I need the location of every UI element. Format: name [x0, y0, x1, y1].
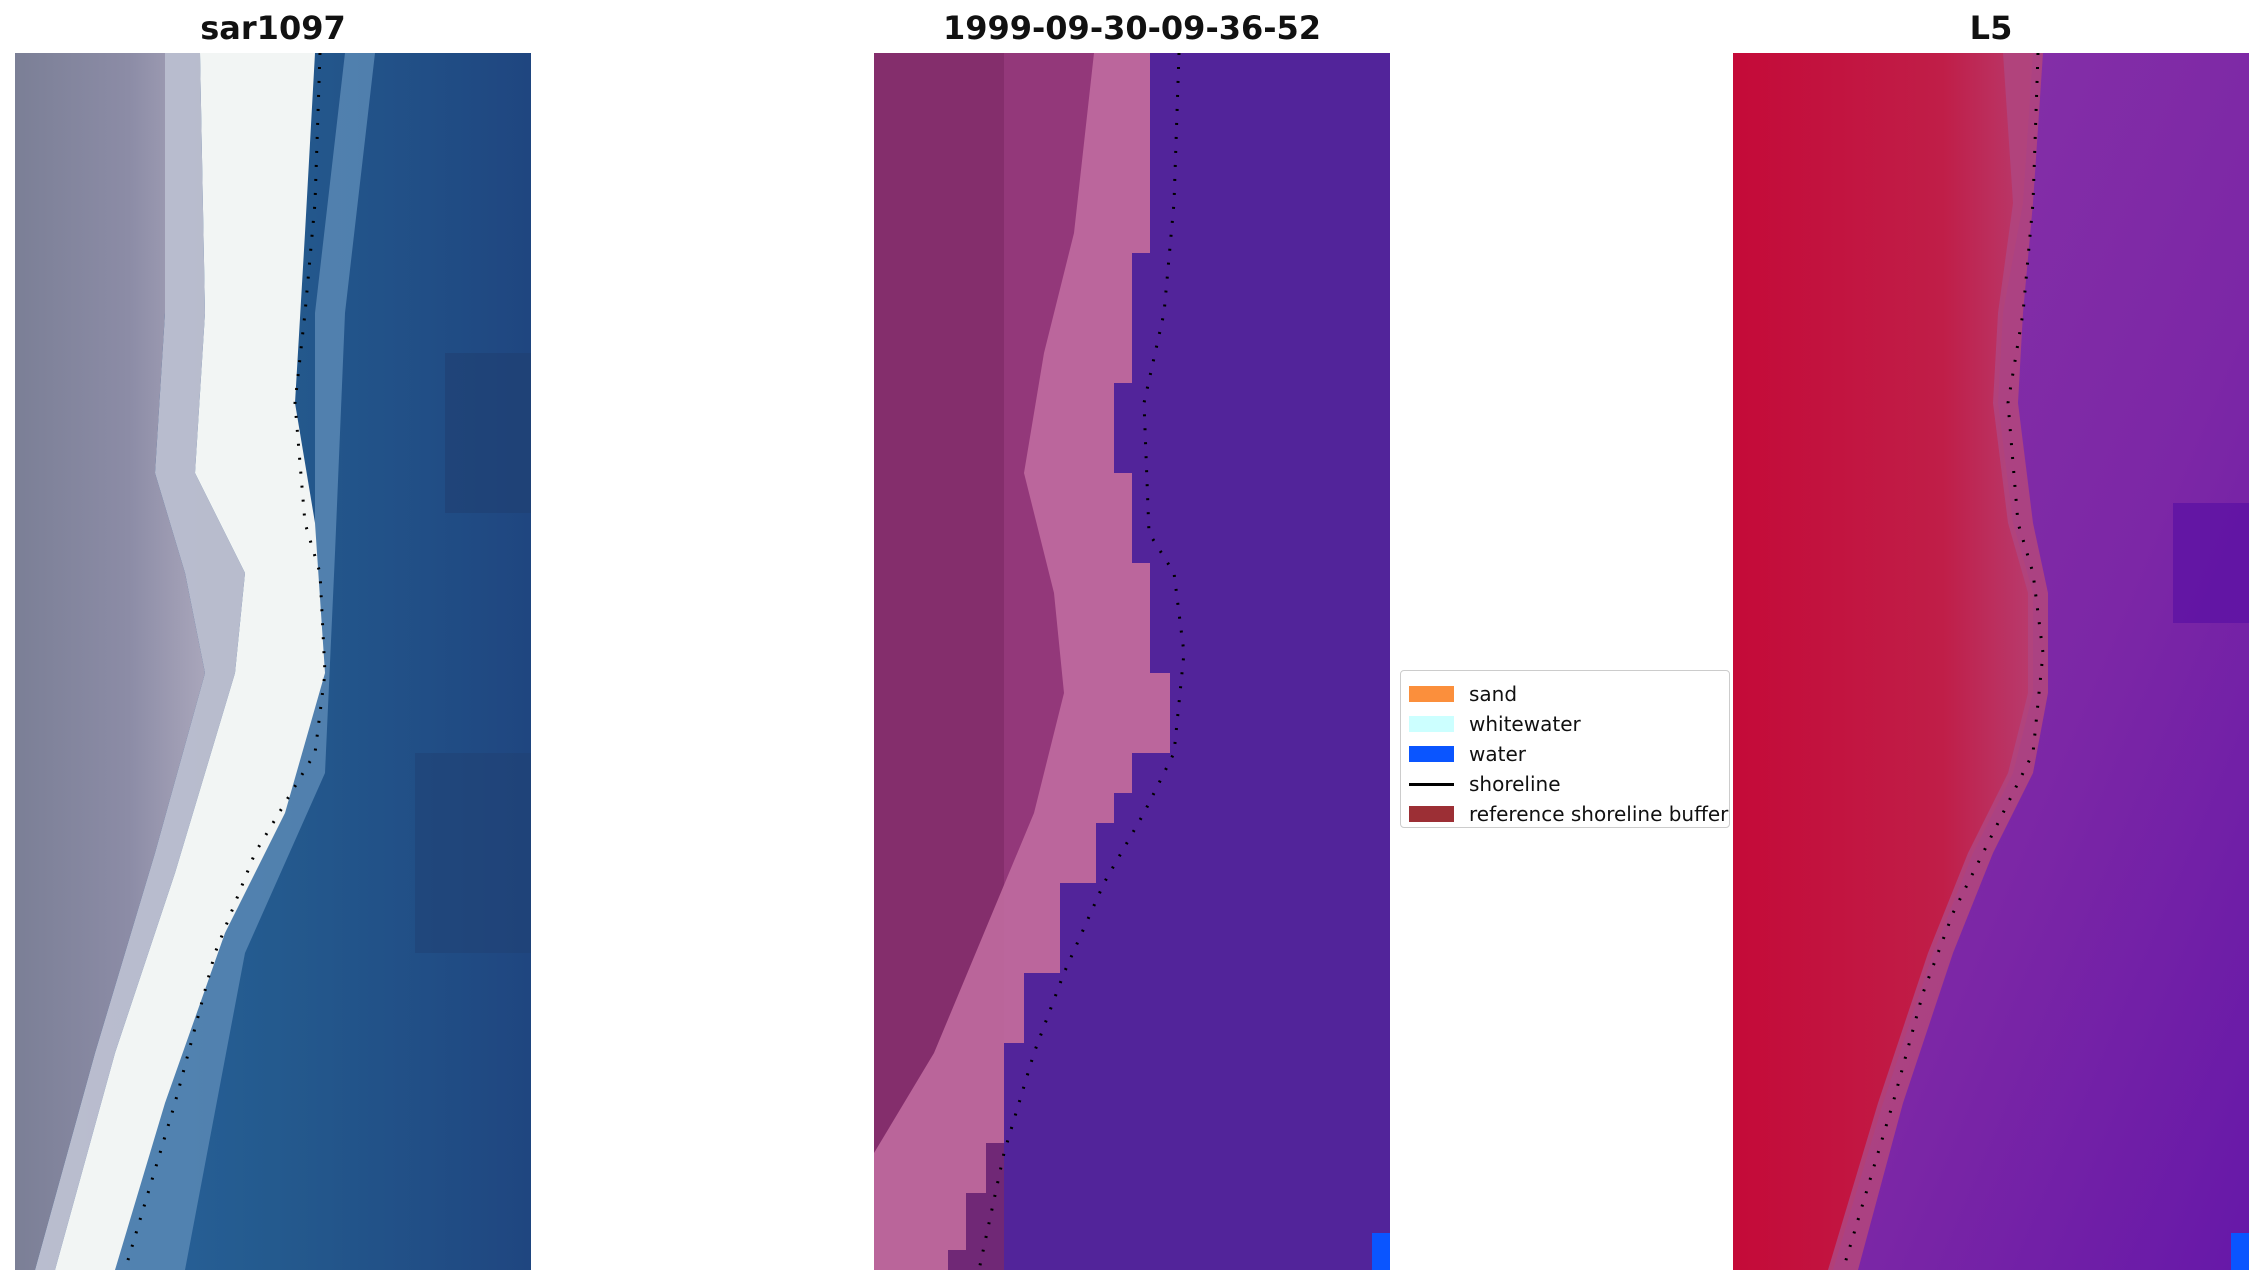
- legend-swatch-sand: [1409, 686, 1454, 702]
- rgb-pale-transition: [35, 53, 245, 1270]
- panel-title-rgb: sar1097: [200, 9, 346, 47]
- legend-label-water: water: [1469, 742, 1526, 766]
- classified-transition: [874, 53, 1170, 1270]
- legend-item-sand: sand: [1409, 679, 1729, 709]
- index-image-panel: [1733, 53, 2249, 1270]
- index-land: [1733, 53, 2033, 1270]
- legend-item-reference-buffer: reference shoreline buffer: [1409, 799, 1729, 827]
- legend: sand whitewater water shoreline referenc…: [1400, 670, 1730, 828]
- legend-label-shoreline: shoreline: [1469, 772, 1561, 796]
- index-image: [1733, 53, 2249, 1270]
- index-deep-water-patch: [2173, 503, 2249, 623]
- rgb-whitewater-band: [55, 53, 325, 1270]
- legend-swatch-whitewater: [1409, 716, 1454, 732]
- rgb-deep-water-patch: [415, 753, 531, 953]
- classified-image: [874, 53, 1390, 1270]
- panel-title-classified: 1999-09-30-09-36-52: [942, 9, 1322, 47]
- rgb-image-panel: [15, 53, 531, 1270]
- index-water-pixel: [2231, 1233, 2249, 1270]
- legend-item-shoreline: shoreline: [1409, 769, 1729, 799]
- legend-item-water: water: [1409, 739, 1729, 769]
- rgb-deep-water-patch: [445, 353, 531, 513]
- legend-label-reference-buffer: reference shoreline buffer: [1469, 802, 1729, 826]
- legend-label-whitewater: whitewater: [1469, 712, 1581, 736]
- index-transition: [1828, 53, 2048, 1270]
- panel-title-index: L5: [1969, 9, 2013, 47]
- legend-item-whitewater: whitewater: [1409, 709, 1729, 739]
- legend-label-sand: sand: [1469, 682, 1518, 706]
- legend-swatch-water: [1409, 746, 1454, 762]
- rgb-land: [15, 53, 205, 1270]
- classified-water-pixel: [1372, 1233, 1390, 1270]
- legend-swatch-shoreline: [1409, 782, 1454, 786]
- rgb-image: [15, 53, 531, 1270]
- legend-swatch-reference-buffer: [1409, 806, 1454, 822]
- classified-image-panel: [874, 53, 1390, 1270]
